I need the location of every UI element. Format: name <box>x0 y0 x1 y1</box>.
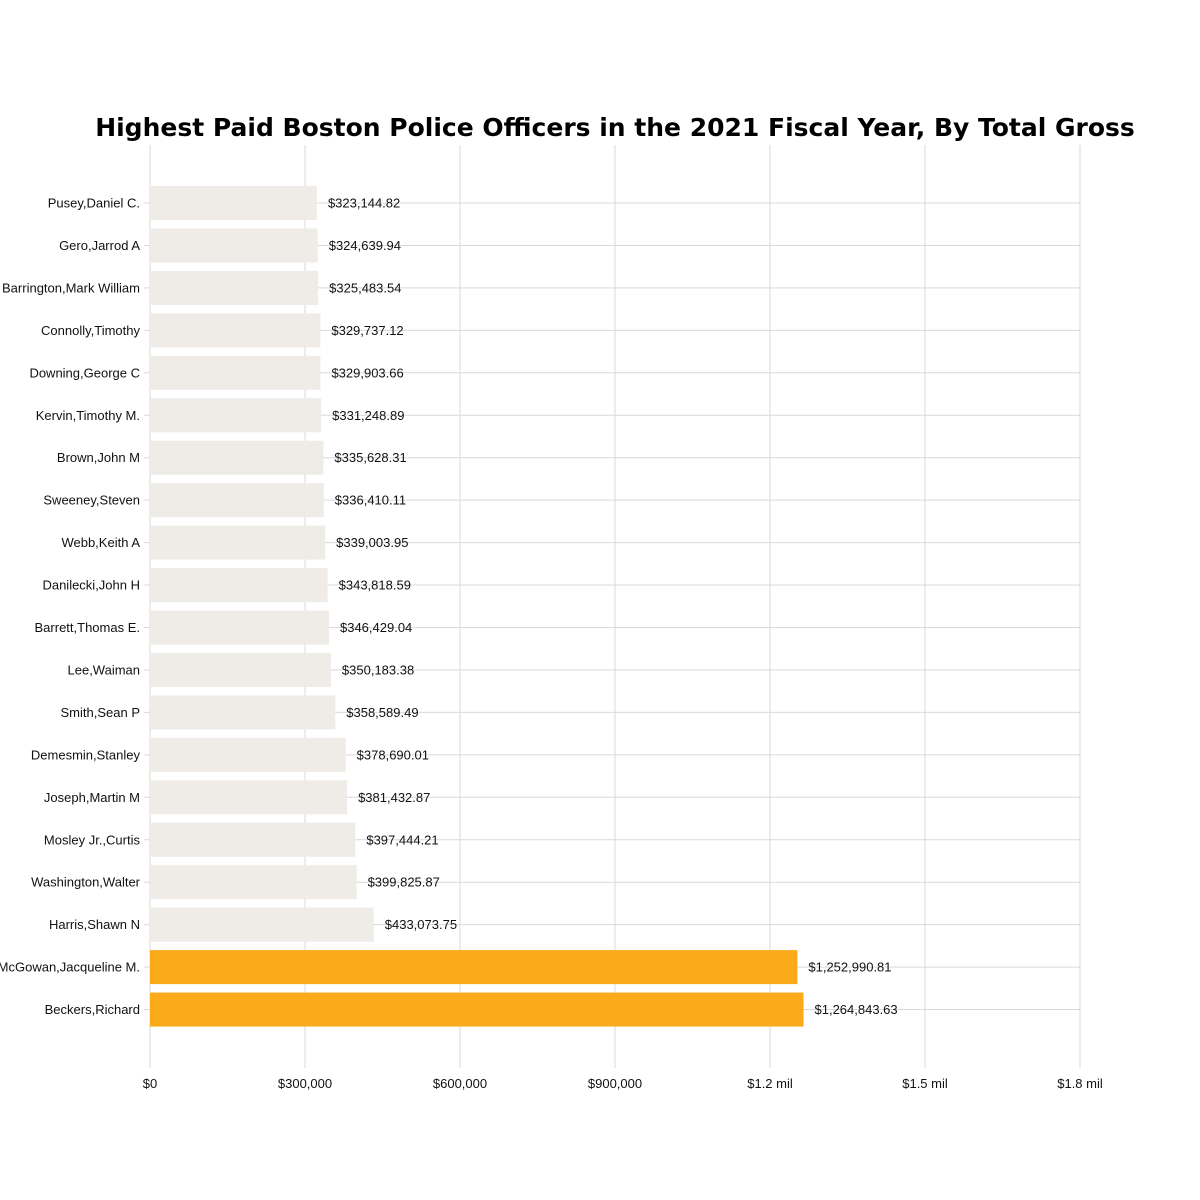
bar <box>150 822 356 857</box>
value-label: $323,144.82 <box>328 196 400 211</box>
category-label: Danilecki,John H <box>42 578 140 593</box>
bar <box>150 737 346 772</box>
value-label: $1,264,843.63 <box>815 1002 898 1017</box>
bar <box>150 313 321 348</box>
bar <box>150 865 357 900</box>
bar <box>150 398 322 433</box>
value-label: $397,444.21 <box>366 832 438 847</box>
chart-title: Highest Paid Boston Police Officers in t… <box>95 113 1135 142</box>
x-tick-label: $1.5 mil <box>902 1076 948 1091</box>
value-labels: $323,144.82 $324,639.94 $325,483.54 $329,73… <box>328 196 898 1018</box>
category-label: Mosley Jr.,Curtis <box>44 832 141 847</box>
bar <box>150 780 348 815</box>
value-label: $324,639.94 <box>329 238 401 253</box>
category-label: Washington,Walter <box>31 875 141 890</box>
bar <box>150 525 326 560</box>
bar <box>150 355 321 390</box>
category-label: Barrett,Thomas E. <box>35 620 140 635</box>
value-label: $329,737.12 <box>331 323 403 338</box>
category-label: Downing,George C <box>29 365 140 380</box>
bar <box>150 483 324 518</box>
value-label: $329,903.66 <box>331 365 403 380</box>
category-label: Brown,John M <box>57 450 140 465</box>
bar <box>150 440 324 475</box>
bar <box>150 652 331 687</box>
value-label: $331,248.89 <box>332 408 404 423</box>
category-label: Kervin,Timothy M. <box>36 408 140 423</box>
bar <box>150 610 329 645</box>
x-tick-label: $0 <box>143 1076 157 1091</box>
bar <box>150 186 317 220</box>
bar <box>150 270 319 305</box>
value-label: $433,073.75 <box>385 917 457 932</box>
category-label: Joseph,Martin M <box>44 790 140 805</box>
category-label: Barrington,Mark William <box>2 280 140 295</box>
x-tick-label: $1.8 mil <box>1057 1076 1103 1091</box>
category-label: Demesmin,Stanley <box>31 747 141 762</box>
x-tick-label: $1.2 mil <box>747 1076 793 1091</box>
value-label: $399,825.87 <box>368 875 440 890</box>
category-label: Harris,Shawn N <box>49 917 140 932</box>
category-labels: Pusey,Daniel C. Gero,Jarrod A Barrington,M… <box>0 196 141 1018</box>
value-label: $358,589.49 <box>346 705 418 720</box>
category-label: Webb,Keith A <box>61 535 140 550</box>
x-tick-label: $300,000 <box>278 1076 332 1091</box>
category-label: Lee,Waiman <box>68 662 141 677</box>
x-tick-label: $600,000 <box>433 1076 487 1091</box>
value-label: $325,483.54 <box>329 280 401 295</box>
value-label: $343,818.59 <box>339 578 411 593</box>
value-label: $335,628.31 <box>334 450 406 465</box>
category-label: Connolly,Timothy <box>41 323 140 338</box>
category-label: Sweeney,Steven <box>43 493 140 508</box>
bar-highlighted <box>150 950 798 985</box>
category-label: Pusey,Daniel C. <box>48 196 140 211</box>
value-label: $350,183.38 <box>342 662 414 677</box>
value-label: $378,690.01 <box>357 747 429 762</box>
category-label: Smith,Sean P <box>61 705 141 720</box>
category-label: Beckers,Richard <box>45 1002 140 1017</box>
bar <box>150 907 374 942</box>
bar <box>150 228 318 263</box>
x-tick-label: $900,000 <box>588 1076 642 1091</box>
value-label: $336,410.11 <box>335 493 406 508</box>
value-label: $1,252,990.81 <box>808 960 891 975</box>
category-label: McGowan,Jacqueline M. <box>0 960 140 975</box>
category-label: Gero,Jarrod A <box>59 238 140 253</box>
value-label: $339,003.95 <box>336 535 408 550</box>
bar <box>150 695 336 730</box>
bars <box>150 186 804 1027</box>
value-label: $381,432.87 <box>358 790 430 805</box>
bar-highlighted <box>150 992 804 1027</box>
x-axis-ticks: $0 $300,000 $600,000 $900,000 $1.2 mil $1.5 m… <box>143 1076 1103 1091</box>
bar <box>150 568 328 603</box>
value-label: $346,429.04 <box>340 620 412 635</box>
